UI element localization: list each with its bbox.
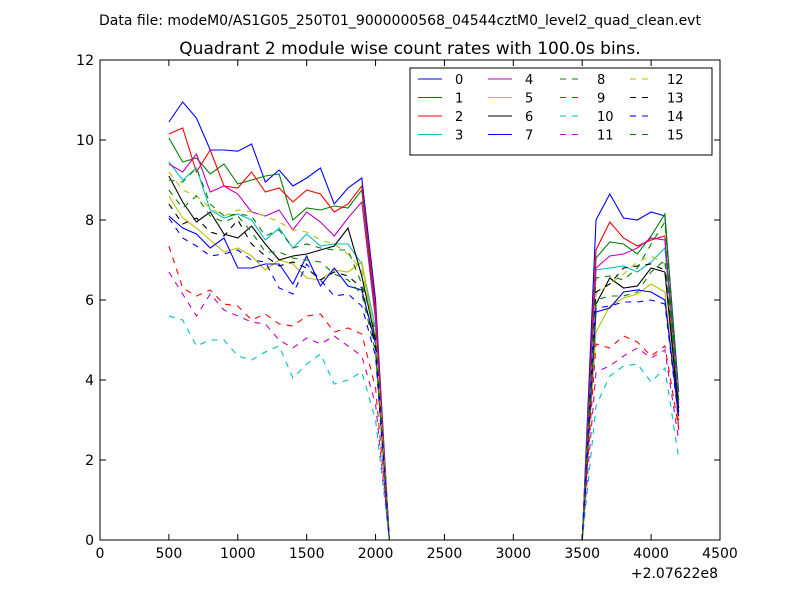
legend-label-14: 14 [667,110,684,125]
legend-label-11: 11 [597,129,614,144]
legend-label-2: 2 [455,110,463,125]
legend-label-3: 3 [455,129,463,144]
series-line-7 [168,215,680,540]
legend-label-7: 7 [525,129,533,144]
legend-label-15: 15 [667,129,684,144]
series-line-15 [168,189,680,540]
data-file-caption: Data file: modeM0/AS1G05_250T01_90000005… [99,13,701,29]
legend-label-12: 12 [667,73,684,88]
series-line-4 [168,152,680,540]
x-tick-label: 1000 [220,546,256,562]
legend-label-0: 0 [455,73,463,88]
series-layer [168,101,680,540]
legend-label-13: 13 [667,92,684,107]
legend-label-8: 8 [597,73,605,88]
legend-label-10: 10 [597,110,614,125]
y-tick-label: 4 [85,373,94,389]
series-line-12 [168,171,680,540]
x-offset-label: +2.07622e8 [631,566,718,582]
legend-box [409,67,713,156]
y-tick-label: 6 [85,293,94,309]
x-tick-label: 1500 [289,546,325,562]
series-line-3 [168,161,680,540]
x-tick-label: 4500 [702,546,738,562]
legend-label-9: 9 [597,92,605,107]
series-line-0 [168,101,680,540]
y-tick-label: 2 [85,453,94,469]
x-tick-label: 500 [156,546,183,562]
x-tick-label: 0 [96,546,105,562]
x-tick-label: 2500 [427,546,463,562]
y-tick-label: 12 [76,53,94,69]
series-line-11 [168,271,680,540]
legend-label-6: 6 [525,110,533,125]
series-line-2 [168,127,680,540]
series-line-13 [168,203,680,540]
legend-label-4: 4 [525,73,533,88]
y-tick-label: 10 [76,133,94,149]
series-line-9 [168,245,680,540]
x-tick-label: 4000 [633,546,669,562]
x-tick-label: 3000 [496,546,532,562]
y-tick-label: 8 [85,213,94,229]
legend-label-1: 1 [455,92,463,107]
series-line-10 [168,315,680,540]
legend-label-5: 5 [525,92,533,107]
series-line-1 [168,137,680,540]
axes-layer: 0 500 1000 1500 2000 2500 3000 3500 4000 4500 0 2 4 6… [76,53,738,562]
series-line-8 [168,167,680,540]
x-tick-label: 2000 [358,546,394,562]
x-tick-label: 3500 [564,546,600,562]
series-line-5 [168,195,680,540]
series-line-14 [168,217,680,540]
chart-title: Quadrant 2 module wise count rates with … [179,39,640,59]
y-tick-label: 0 [85,533,94,549]
